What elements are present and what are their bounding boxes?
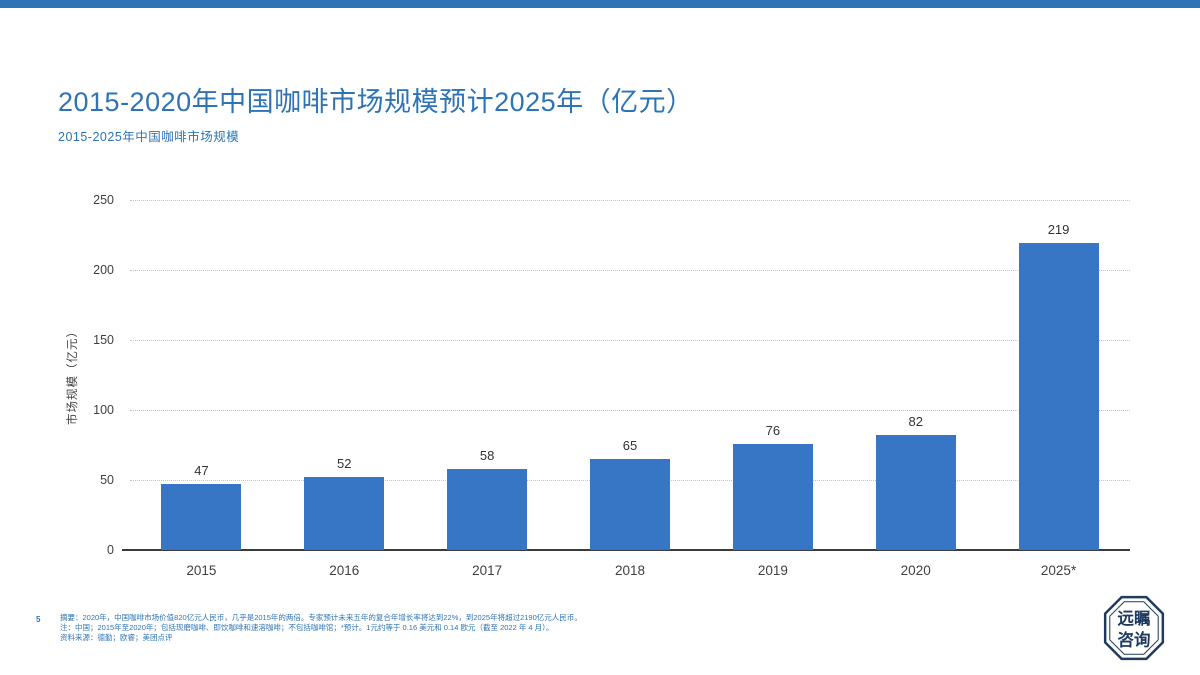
bar-2020 — [875, 435, 956, 550]
bar-value-2020: 82 — [908, 414, 923, 430]
x-label-2015: 2015 — [186, 563, 217, 578]
bar-value-2015: 47 — [194, 463, 209, 479]
bar-value-2017: 58 — [479, 447, 495, 463]
bar-2015 — [161, 484, 242, 550]
x-axis-category-labels: 2015 2016 2017 2018 2019 2020 2025* — [130, 563, 1130, 583]
page-number: 5 — [36, 615, 41, 624]
x-axis-line — [122, 549, 1130, 551]
y-axis-tick-labels: 0 50 100 150 200 250 — [78, 193, 122, 557]
y-tick-label-100: 100 — [93, 403, 114, 417]
x-label-2018: 2018 — [614, 563, 645, 578]
y-tick-label-200: 200 — [93, 263, 114, 277]
bar-2018 — [590, 459, 670, 550]
bar-2017 — [447, 468, 528, 550]
x-label-2019: 2019 — [757, 563, 788, 578]
footnotes: 摘要：2020年，中国咖啡市场价值820亿元人民币，几乎是2015年的两倍。专家… — [60, 613, 910, 643]
footnote-source: 资料来源：德勤；欧睿；美团点评 — [60, 633, 173, 643]
gridline-100 — [130, 410, 1130, 411]
y-tick-label-0: 0 — [107, 543, 114, 557]
bar-value-2016: 52 — [337, 456, 352, 472]
top-accent-bar — [0, 0, 1200, 8]
y-tick-label-50: 50 — [100, 473, 114, 487]
slide-title: 2015-2020年中国咖啡市场规模预计2025年（亿元） — [58, 87, 694, 117]
bar-value-2019: 76 — [765, 422, 781, 438]
y-tick-label-150: 150 — [93, 333, 114, 347]
bar-2019 — [732, 443, 813, 550]
company-logo: 远瞩 咨询 — [1102, 594, 1166, 662]
x-label-2017: 2017 — [472, 563, 503, 578]
footnote-note: 注：中国；2015年至2020年；包括现磨咖啡、即饮咖啡和速溶咖啡；不包括咖啡馆… — [60, 623, 554, 633]
x-label-2025*: 2025* — [1040, 563, 1077, 578]
chart-subtitle: 2015-2025年中国咖啡市场规模 — [58, 130, 240, 144]
x-label-2020: 2020 — [900, 563, 931, 578]
bar-2016 — [304, 477, 385, 550]
logo-octagon-seal: 远瞩 咨询 — [1103, 595, 1165, 661]
gridline-150 — [130, 340, 1130, 341]
gridline-250 — [130, 200, 1130, 201]
logo-text-top: 远瞩 — [1118, 609, 1151, 628]
bar-value-2025*: 219 — [1047, 222, 1070, 238]
bar-value-2018: 65 — [622, 438, 638, 453]
footnote-summary: 摘要：2020年，中国咖啡市场价值820亿元人民币，几乎是2015年的两倍。专家… — [60, 613, 582, 622]
y-tick-label-250: 250 — [93, 193, 114, 207]
x-label-2016: 2016 — [329, 563, 360, 578]
gridline-200 — [130, 270, 1130, 271]
bar-chart-plot-area: 47 52 58 65 76 82 219 — [122, 200, 1130, 551]
logo-text-bottom: 咨询 — [1118, 631, 1151, 650]
bar-2025* — [1018, 243, 1099, 550]
